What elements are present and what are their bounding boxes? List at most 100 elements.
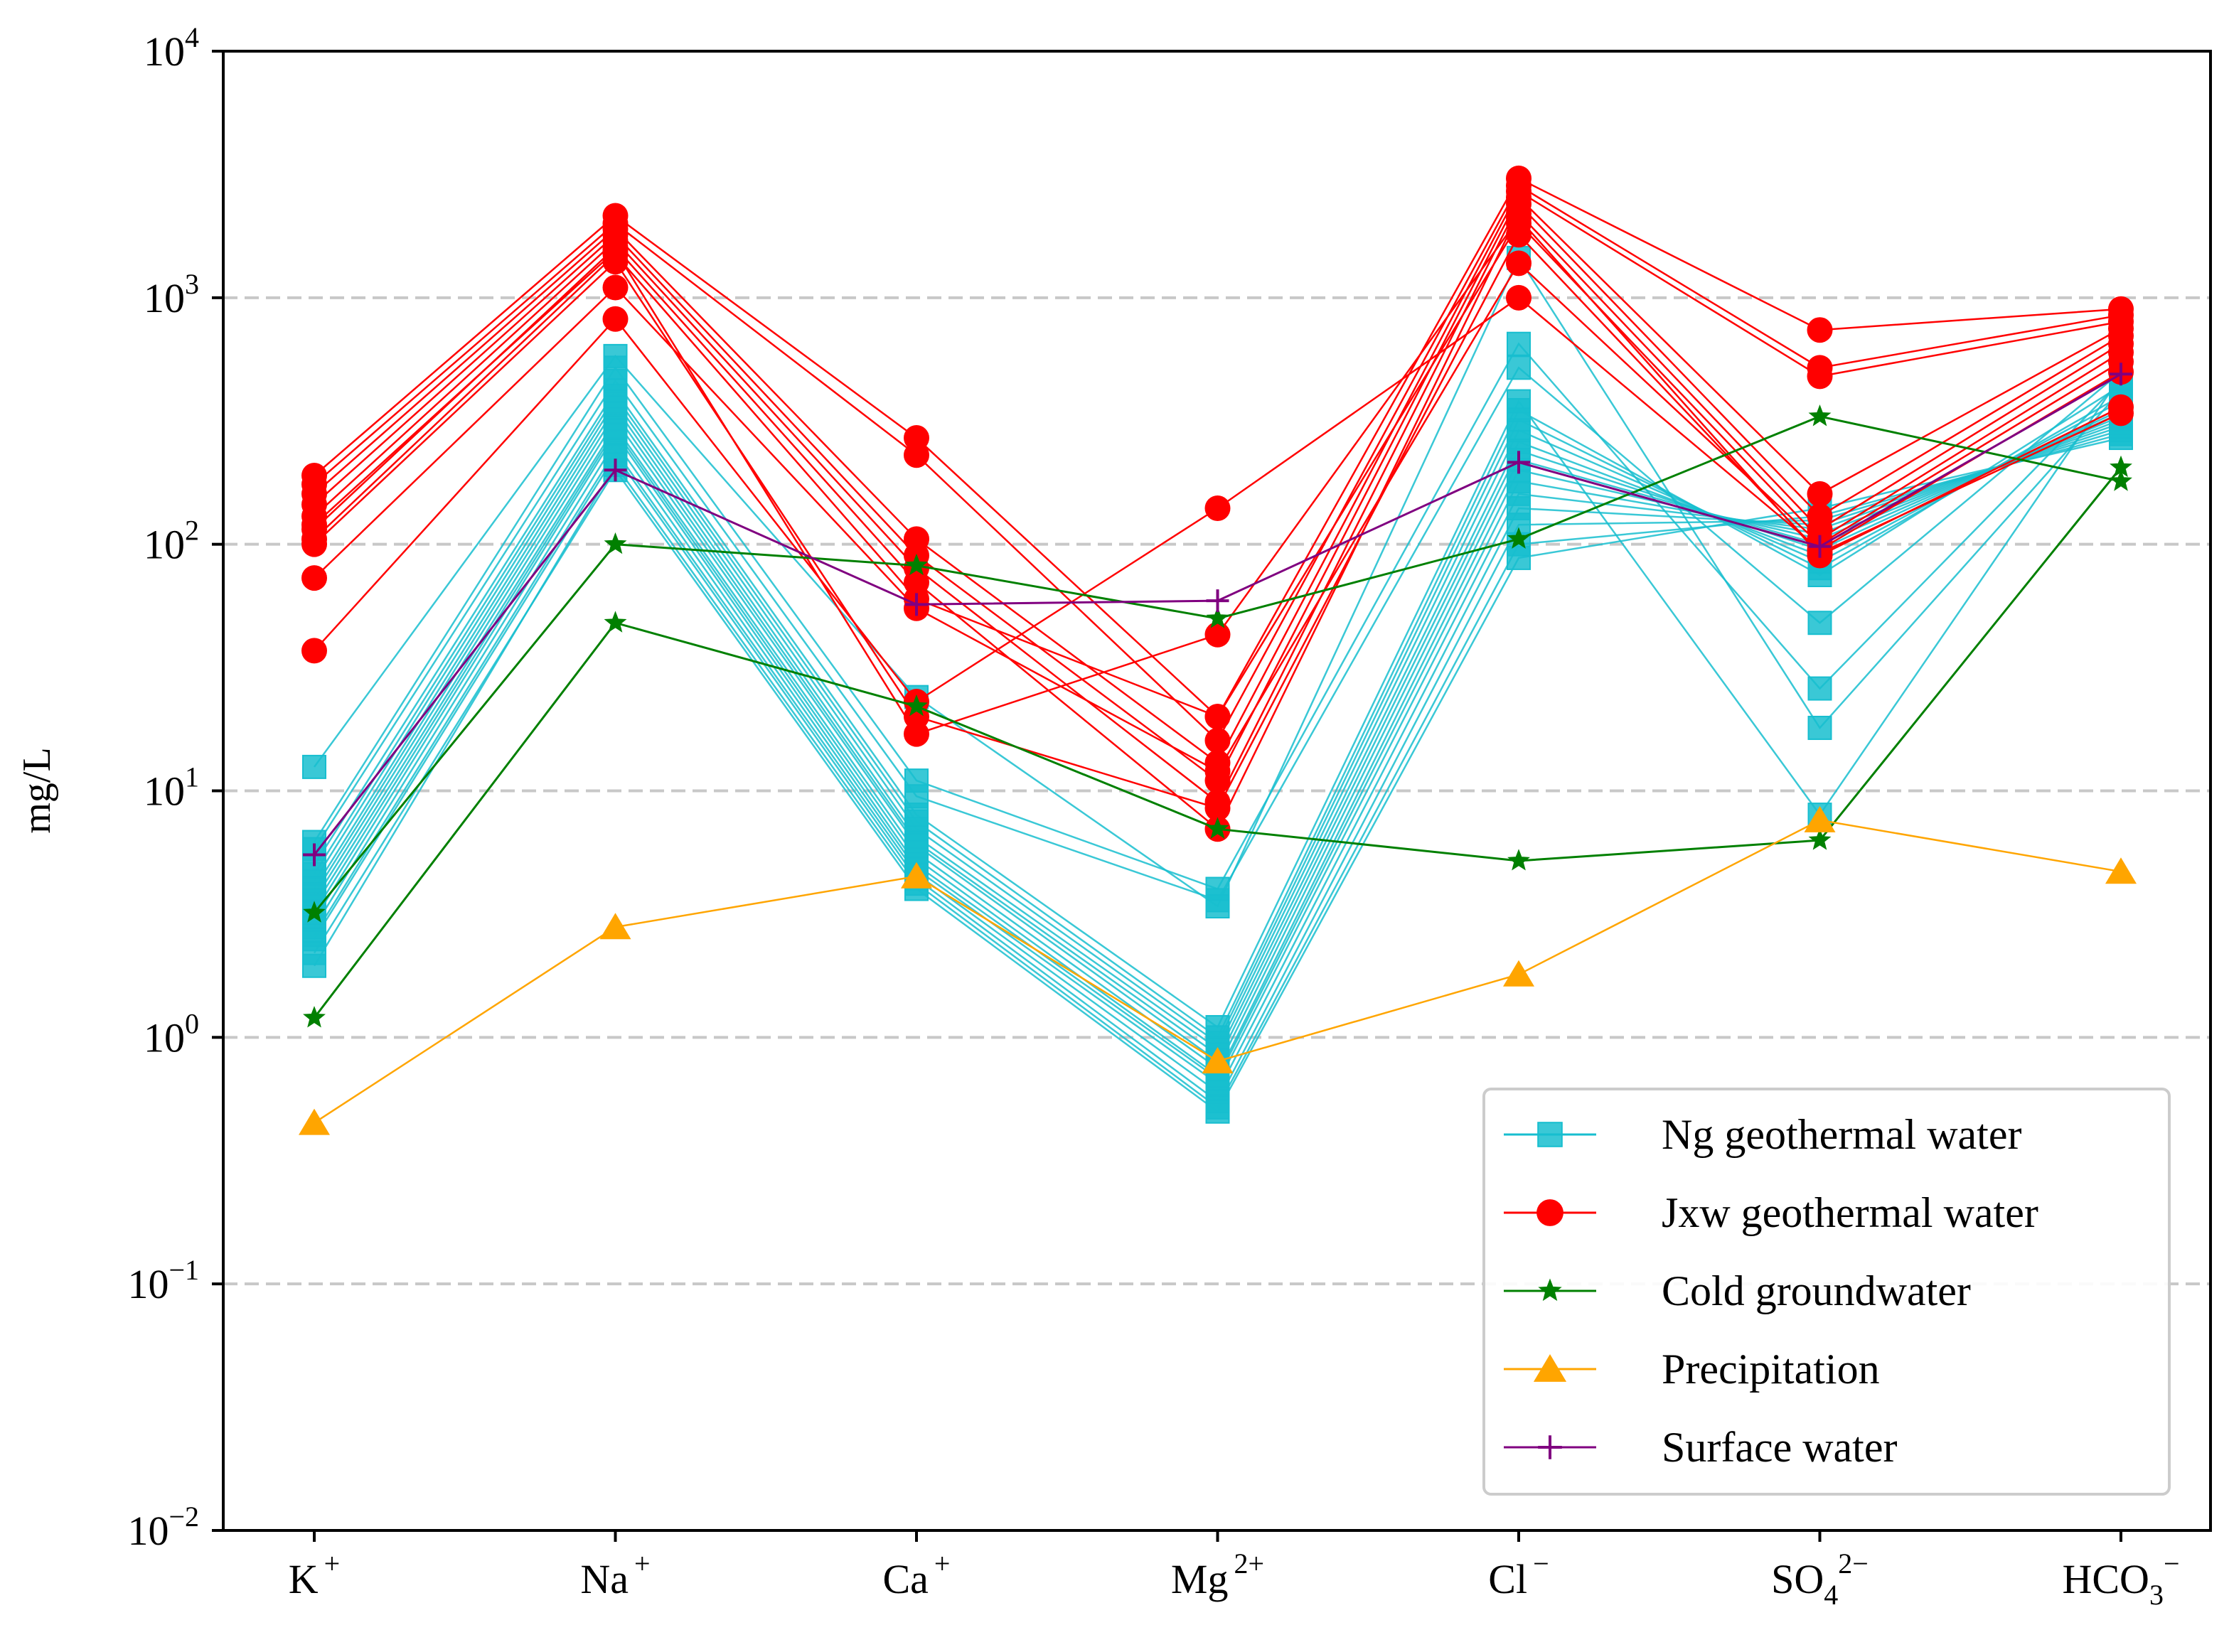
data-point-star <box>303 1006 326 1028</box>
data-point-square <box>1507 331 1531 356</box>
data-point-circle <box>904 704 929 730</box>
y-tick-exponent: −1 <box>169 1254 199 1286</box>
data-point-square <box>1537 1122 1563 1147</box>
data-point-circle <box>1204 758 1231 785</box>
y-tick-base: 10 <box>144 522 185 568</box>
data-point-plus <box>905 593 928 616</box>
data-point-circle <box>1204 795 1231 821</box>
y-tick-label: 102 <box>144 515 199 568</box>
x-tick-label: SO42− <box>1771 1548 1869 1611</box>
x-tick-base: Cl <box>1488 1556 1527 1602</box>
data-point-star <box>2110 455 2132 478</box>
data-point-circle <box>1807 317 1833 343</box>
data-point-plus <box>1808 535 1832 558</box>
data-point-circle <box>2108 400 2134 427</box>
legend-label: Cold groundwater <box>1662 1267 1971 1314</box>
data-point-square <box>1807 676 1832 701</box>
y-tick-label-text: 100 <box>144 1007 199 1061</box>
data-point-square <box>1507 355 1531 380</box>
data-point-square <box>1205 1099 1230 1124</box>
data-point-circle <box>904 442 929 468</box>
data-point-square <box>302 754 326 779</box>
series-group-cold-groundwater <box>303 404 2132 1028</box>
y-tick-label-text: 102 <box>144 515 199 568</box>
data-point-circle <box>1204 727 1231 753</box>
data-point-star <box>1507 527 1530 549</box>
data-point-circle <box>301 565 327 591</box>
x-tick-base: Ca <box>882 1556 928 1602</box>
x-tick-superscript: + <box>629 1548 651 1579</box>
data-point-star <box>1538 1278 1562 1302</box>
y-tick-label: 103 <box>144 268 199 321</box>
y-tick-label-text: 10−2 <box>127 1501 199 1554</box>
data-point-star <box>905 553 928 576</box>
y-tick-exponent: 1 <box>185 761 199 793</box>
data-point-triangle <box>1202 1046 1234 1073</box>
data-point-star <box>1507 849 1530 871</box>
y-axis-label: mg/L <box>15 747 59 833</box>
data-point-triangle <box>1804 805 1836 832</box>
data-point-plus <box>604 458 627 482</box>
x-tick-label: Mg 2+ <box>1171 1548 1264 1602</box>
legend-item: Ng geothermal water <box>1504 1111 2021 1158</box>
x-tick-label: Cl − <box>1488 1548 1549 1602</box>
data-point-triangle <box>1503 960 1534 987</box>
series-group-precipitation <box>299 805 2137 1135</box>
y-tick-base: 10 <box>144 1014 185 1061</box>
data-point-star <box>1206 817 1229 839</box>
legend-item: Jxw geothermal water <box>1504 1189 2038 1236</box>
data-point-square <box>2109 426 2133 451</box>
y-tick-label-text: 101 <box>144 761 199 815</box>
y-tick-label: 100 <box>144 1007 199 1061</box>
y-tick-base: 10 <box>127 1261 169 1307</box>
legend-label: Surface water <box>1662 1424 1897 1471</box>
x-tick-label: Ca + <box>882 1548 950 1602</box>
legend-label: Jxw geothermal water <box>1662 1189 2038 1236</box>
data-point-square <box>1507 545 1531 570</box>
y-tick-label-text: 10−1 <box>127 1254 199 1307</box>
legend: Ng geothermal water Jxw geothermal water C… <box>1482 1088 2171 1496</box>
y-tick-label-text: 104 <box>144 21 199 75</box>
legend-label: Ng geothermal water <box>1662 1111 2021 1158</box>
data-point-triangle <box>2105 857 2137 884</box>
x-tick-subscript: 3 <box>2149 1579 2164 1611</box>
x-tick-subscript: 4 <box>1824 1579 1838 1611</box>
y-tick-base: 10 <box>127 1508 169 1554</box>
y-tick-exponent: 3 <box>185 268 199 300</box>
data-point-square <box>302 940 326 965</box>
data-point-plus <box>1206 589 1229 613</box>
legend-label: Precipitation <box>1662 1346 1880 1393</box>
data-point-circle <box>1536 1199 1563 1226</box>
y-tick-base: 10 <box>144 275 185 321</box>
legend-item: Surface water <box>1504 1424 1897 1471</box>
data-point-star <box>1808 828 1832 850</box>
x-tick-superscript: + <box>929 1548 951 1579</box>
data-point-circle <box>301 512 327 538</box>
x-tick-base: SO <box>1771 1556 1824 1602</box>
data-point-circle <box>602 274 629 301</box>
data-point-circle <box>1204 495 1231 521</box>
y-tick-label: 104 <box>144 21 199 75</box>
data-point-star <box>604 532 627 554</box>
data-point-square <box>1205 888 1230 913</box>
series-group-surface-water <box>303 363 2132 867</box>
data-point-plus <box>2110 363 2132 386</box>
data-point-circle <box>1204 704 1231 730</box>
x-tick-base: K <box>289 1556 319 1602</box>
x-tick-label: K + <box>289 1548 340 1602</box>
x-tick-base: Na <box>580 1556 629 1602</box>
y-tick-base: 10 <box>144 768 185 815</box>
data-point-star <box>1206 606 1229 628</box>
data-point-circle <box>1204 621 1231 648</box>
data-point-circle <box>1506 284 1532 311</box>
data-point-plus <box>303 843 326 867</box>
data-point-circle <box>1506 222 1532 248</box>
legend-item: Precipitation <box>1504 1346 1880 1393</box>
data-point-circle <box>602 306 629 332</box>
x-tick-superscript: − <box>1527 1548 1549 1579</box>
y-tick-base: 10 <box>144 28 185 75</box>
series-layer <box>299 165 2137 1135</box>
x-tick-superscript: 2− <box>1838 1548 1869 1579</box>
x-tick-superscript: − <box>2164 1548 2180 1579</box>
